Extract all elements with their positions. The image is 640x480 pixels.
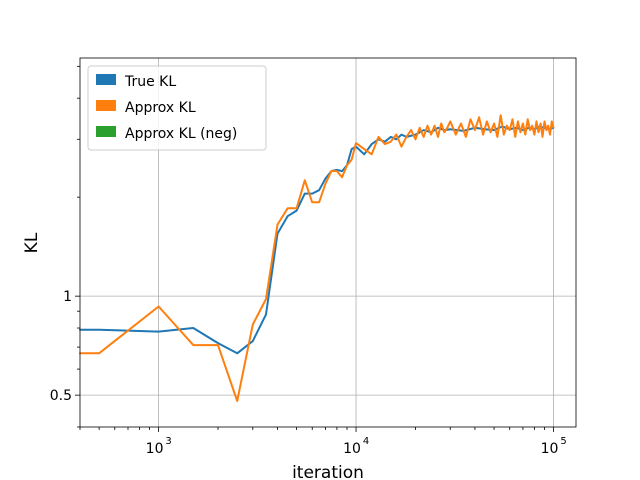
x-tick-exponent: 3 — [165, 436, 171, 447]
y-axis-label: KL — [22, 232, 42, 253]
legend-swatch-approx-kl — [96, 100, 116, 111]
x-axis-label: iteration — [292, 463, 364, 480]
legend-frame — [87, 65, 267, 151]
legend-label-true-kl: True KL — [124, 74, 176, 90]
x-tick-exponent: 4 — [363, 436, 369, 447]
series-line-approx-kl — [79, 114, 555, 402]
grid-lines — [80, 58, 576, 427]
series-line-true-kl — [79, 125, 555, 355]
series-lines — [79, 114, 555, 402]
plot-frame — [79, 57, 577, 428]
legend-swatch-true-kl — [96, 74, 116, 85]
y-tick-label: 1 — [63, 289, 72, 305]
x-tick-label: 10 — [146, 441, 164, 457]
legend-label-approx-kl-neg: Approx KL (neg) — [125, 126, 237, 142]
axis-ticks: 10 3 10 4 10 50.51 — [50, 65, 567, 457]
y-tick-label: 0.5 — [50, 388, 72, 404]
legend-swatch-approx-kl-neg — [96, 126, 116, 137]
legend-label-approx-kl: Approx KL — [125, 100, 196, 116]
x-tick-label: 10 — [343, 441, 361, 457]
x-tick-label: 10 — [541, 441, 559, 457]
x-tick-exponent: 5 — [560, 436, 566, 447]
legend: True KL Approx KL Approx KL (neg) — [87, 65, 267, 151]
